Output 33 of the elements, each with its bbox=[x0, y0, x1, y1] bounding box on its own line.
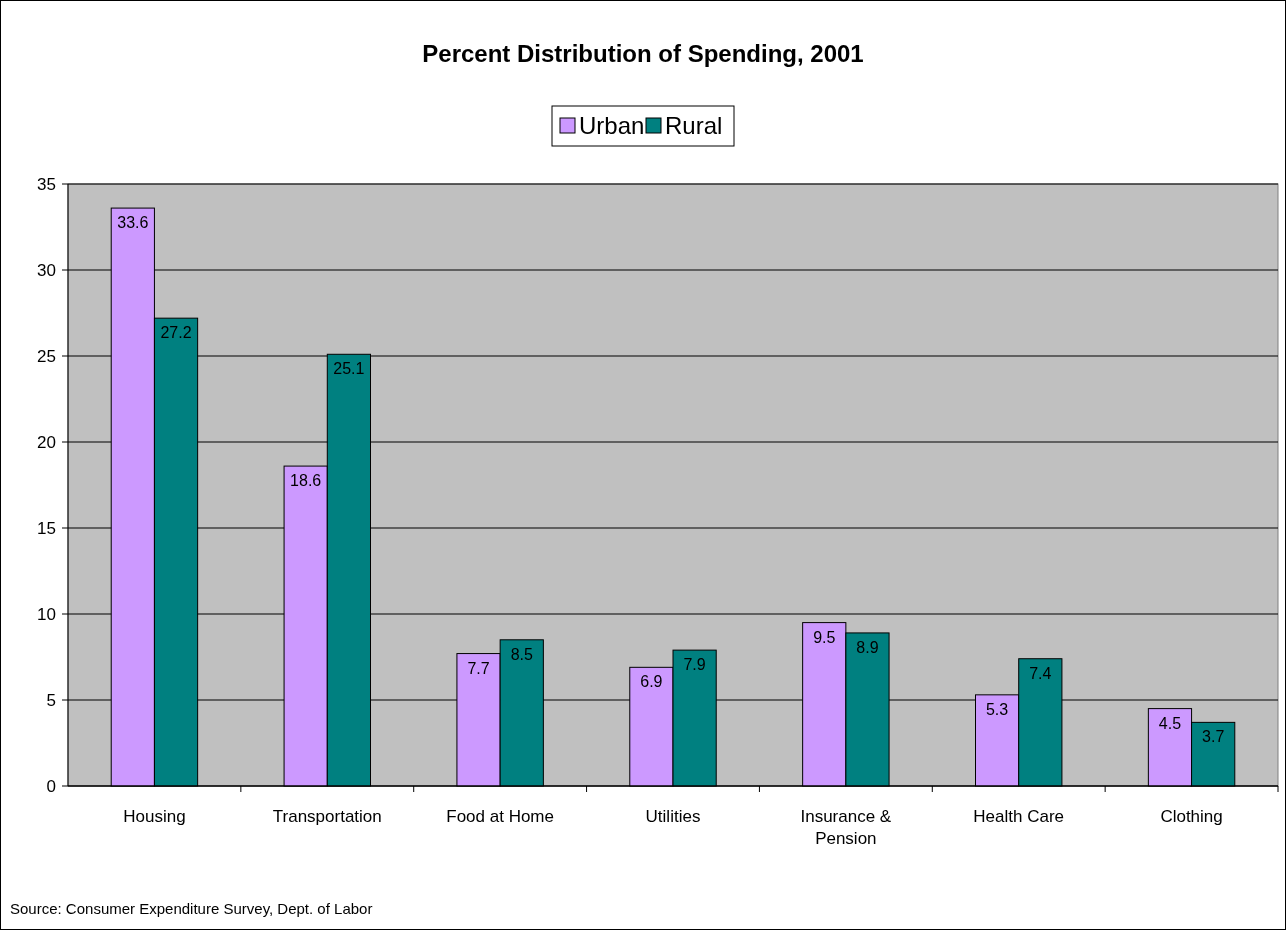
data-label: 4.5 bbox=[1158, 714, 1182, 732]
y-tick-label: 0 bbox=[46, 776, 56, 796]
x-tick-label: Food at Home bbox=[446, 807, 555, 826]
data-label: 9.5 bbox=[813, 628, 836, 646]
x-tick-label: Health Care bbox=[973, 807, 1065, 826]
data-label: 3.7 bbox=[1202, 728, 1225, 746]
data-label: 8.9 bbox=[856, 638, 879, 656]
legend-label: Urban bbox=[579, 112, 645, 140]
x-tick-label: Utilities bbox=[645, 807, 701, 826]
data-label: 7.4 bbox=[1029, 664, 1052, 682]
data-label: 7.9 bbox=[683, 656, 706, 674]
x-tick-label: Transportation bbox=[272, 807, 382, 826]
data-label: 5.3 bbox=[985, 700, 1009, 718]
y-tick-label: 25 bbox=[37, 346, 56, 366]
y-tick-label: 10 bbox=[37, 604, 56, 624]
data-label: 27.2 bbox=[160, 324, 192, 342]
data-label: 6.9 bbox=[640, 673, 663, 691]
y-tick-label: 5 bbox=[46, 690, 56, 710]
y-tick-label: 30 bbox=[37, 260, 56, 280]
y-tick-label: 20 bbox=[37, 432, 56, 452]
data-label: 7.7 bbox=[467, 659, 490, 677]
x-tick-label: Insurance & Pension bbox=[800, 807, 892, 848]
chart-title: Percent Distribution of Spending, 2001 bbox=[422, 40, 864, 67]
x-tick-label: Clothing bbox=[1160, 807, 1223, 826]
y-tick-label: 35 bbox=[37, 174, 56, 194]
data-label: 18.6 bbox=[290, 472, 322, 490]
x-tick-label: Housing bbox=[123, 807, 186, 826]
source-note: Source: Consumer Expenditure Survey, Dept. of Labor bbox=[10, 900, 373, 917]
y-tick-label: 15 bbox=[37, 518, 56, 538]
data-label: 33.6 bbox=[117, 214, 149, 232]
data-label: 25.1 bbox=[333, 360, 365, 378]
data-label: 8.5 bbox=[510, 645, 533, 663]
legend-label: Rural bbox=[665, 112, 723, 140]
